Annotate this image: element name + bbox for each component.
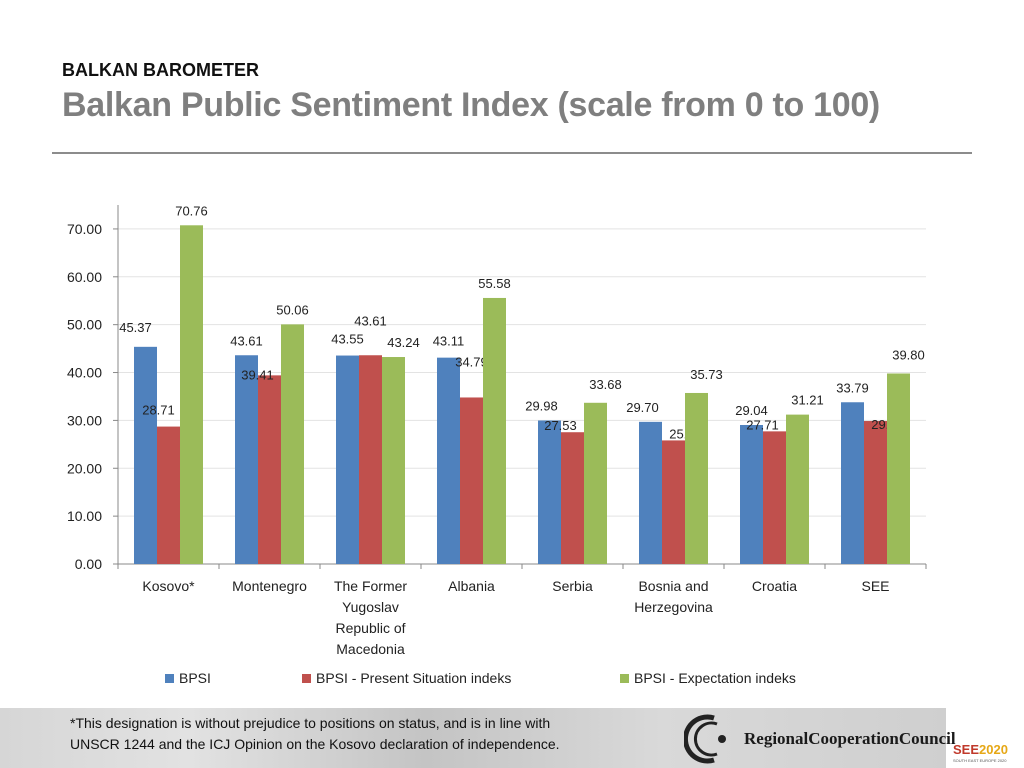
x-category-label: Yugoslav: [342, 599, 399, 615]
data-label: 33.79: [836, 380, 869, 395]
bar-0-3: [437, 357, 460, 564]
footnote-line-1: *This designation is without prejudice t…: [70, 715, 551, 731]
legend-item-present: BPSI - Present Situation indeks: [302, 670, 511, 686]
data-label: 45.37: [119, 320, 152, 335]
data-label: 29.98: [525, 398, 558, 413]
data-label: 27.71: [746, 417, 779, 432]
title-divider: [52, 152, 972, 154]
see-badge-prefix: SEE: [953, 742, 980, 757]
legend-swatch-bpsi: [165, 673, 174, 683]
see-badge-sub: SOUTH EAST EUROPE 2020: [953, 758, 1007, 763]
data-label: 43.61: [230, 333, 263, 348]
bar-2-2: [382, 357, 405, 564]
bar-1-7: [864, 421, 887, 564]
bar-1-3: [460, 397, 483, 564]
bar-0-5: [639, 421, 662, 564]
y-tick-label: 30.00: [67, 412, 102, 428]
x-category-label: Serbia: [552, 578, 593, 594]
rcc-emblem-icon: [684, 714, 726, 764]
see2020-logo: SEE2020 SOUTH EAST EUROPE 2020: [950, 738, 1024, 768]
x-category-label: Albania: [448, 578, 495, 594]
bar-2-4: [584, 402, 607, 564]
y-tick-label: 60.00: [67, 269, 102, 285]
kosovo-footnote: *This designation is without prejudice t…: [70, 713, 650, 755]
y-tick-label: 20.00: [67, 460, 102, 476]
data-label: 55.58: [478, 276, 511, 291]
bar-2-3: [483, 297, 506, 564]
x-category-label: Herzegovina: [634, 599, 713, 615]
bar-2-7: [887, 373, 910, 564]
data-label: 43.61: [354, 313, 387, 328]
legend-item-bpsi: BPSI: [165, 670, 211, 686]
legend-swatch-present: [302, 673, 311, 683]
x-category-label: Kosovo*: [142, 578, 195, 594]
data-label: 39.41: [241, 367, 274, 382]
bar-1-6: [763, 431, 786, 564]
chart-legend: BPSI BPSI - Present Situation indeks BPS…: [0, 670, 1024, 690]
bar-0-6: [740, 424, 763, 564]
bar-0-2: [336, 355, 359, 564]
data-label: 33.68: [589, 377, 622, 392]
footnote-line-2: UNSCR 1244 and the ICJ Opinion on the Ko…: [70, 736, 560, 752]
slide-title: Balkan Public Sentiment Index (scale fro…: [62, 86, 880, 124]
x-category-label: Macedonia: [336, 641, 405, 657]
legend-label-expectation: BPSI - Expectation indeks: [634, 670, 796, 686]
data-label: 50.06: [276, 302, 309, 317]
data-label: 27.53: [544, 418, 577, 433]
y-tick-label: 70.00: [67, 221, 102, 237]
x-category-label: Montenegro: [232, 578, 307, 594]
data-label: 31.21: [791, 393, 824, 408]
slide-kicker: BALKAN BAROMETER: [62, 60, 259, 80]
bar-1-4: [561, 432, 584, 564]
data-label: 29.04: [735, 403, 768, 418]
data-label: 70.76: [175, 203, 208, 218]
y-tick-label: 10.00: [67, 508, 102, 524]
y-tick-label: 50.00: [67, 317, 102, 333]
x-category-label: The Former: [334, 578, 407, 594]
data-label: 28.71: [142, 403, 175, 418]
bar-2-1: [281, 324, 304, 564]
legend-item-expectation: BPSI - Expectation indeks: [620, 670, 796, 686]
footer-band: [0, 708, 946, 768]
x-category-label: Croatia: [752, 578, 797, 594]
data-label: 35.73: [690, 367, 723, 382]
data-label: 29.70: [626, 400, 659, 415]
bar-0-7: [841, 402, 864, 564]
bar-2-6: [786, 414, 809, 564]
bar-2-0: [180, 225, 203, 564]
see-badge-year: 2020: [979, 742, 1008, 757]
legend-label-present: BPSI - Present Situation indeks: [316, 670, 512, 686]
bar-1-5: [662, 440, 685, 564]
bar-0-4: [538, 420, 561, 564]
bar-1-2: [359, 355, 382, 564]
rcc-name: RegionalCooperationCouncil: [744, 729, 956, 748]
bar-0-0: [134, 346, 157, 564]
bar-2-5: [685, 392, 708, 564]
legend-swatch-expectation: [620, 673, 629, 683]
x-category-label: SEE: [861, 578, 889, 594]
data-label: 34.79: [455, 354, 488, 369]
data-label: 39.80: [892, 347, 925, 362]
x-category-label: Bosnia and: [638, 578, 708, 594]
bar-0-1: [235, 355, 258, 564]
rcc-logo: RegionalCooperationCouncil: [684, 714, 956, 764]
data-label: 43.11: [433, 334, 465, 349]
data-label: 43.24: [387, 335, 420, 350]
legend-label-bpsi: BPSI: [179, 670, 211, 686]
y-tick-label: 0.00: [75, 556, 102, 572]
bar-1-0: [157, 426, 180, 564]
x-category-label: Republic of: [335, 620, 405, 636]
bar-1-1: [258, 375, 281, 564]
bar-chart: 0.00 10.00 20.00 30.00 40.00 50.00 60.00 70.00 4…: [67, 203, 927, 657]
y-tick-label: 40.00: [67, 365, 102, 381]
data-label: 43.55: [331, 332, 364, 347]
